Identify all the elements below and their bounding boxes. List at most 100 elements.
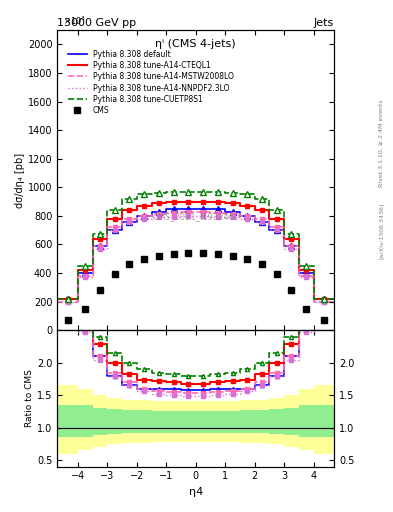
Pythia 8.308 tune-A14-NNPDF2.3LO <box>75 299 80 305</box>
Pythia 8.308 tune-A14-CTEQL1 <box>90 267 95 273</box>
Pythia 8.308 tune-A14-CTEQL1 <box>332 295 336 302</box>
Pythia 8.308 tune-A14-NNPDF2.3LO <box>105 246 110 252</box>
Pythia 8.308 tune-A14-CTEQL1 <box>149 203 154 209</box>
Pythia 8.308 tune-A14-MSTW2008LO <box>296 273 301 279</box>
Pythia 8.308 tune-A14-MSTW2008LO <box>149 213 154 219</box>
Pythia 8.308 tune-A14-MSTW2008LO <box>267 224 272 230</box>
Pythia 8.308 default <box>208 206 213 212</box>
Pythia 8.308 tune-A14-NNPDF2.3LO <box>149 214 154 220</box>
Pythia 8.308 tune-CUETP8S1 <box>311 295 316 302</box>
Pythia 8.308 tune-CUETP8S1 <box>149 190 154 196</box>
Pythia 8.308 tune-A14-CTEQL1 <box>75 295 80 302</box>
Pythia 8.308 tune-A14-MSTW2008LO <box>55 298 60 305</box>
Pythia 8.308 tune-A14-CTEQL1 <box>134 203 139 209</box>
Pythia 8.308 tune-CUETP8S1 <box>75 263 80 269</box>
CMS <box>112 271 117 278</box>
Pythia 8.308 tune-A14-MSTW2008LO <box>311 298 316 305</box>
Pythia 8.308 tune-A14-CTEQL1 <box>149 200 154 206</box>
Pythia 8.308 tune-CUETP8S1 <box>120 207 125 213</box>
Pythia 8.308 tune-A14-CTEQL1 <box>237 203 242 209</box>
Pythia 8.308 tune-A14-NNPDF2.3LO <box>105 227 110 233</box>
Pythia 8.308 tune-CUETP8S1 <box>296 263 301 269</box>
X-axis label: η4: η4 <box>189 487 203 497</box>
Pythia 8.308 default <box>252 213 257 219</box>
Pythia 8.308 default <box>237 213 242 219</box>
Pythia 8.308 tune-CUETP8S1 <box>55 295 60 302</box>
Pythia 8.308 tune-A14-NNPDF2.3LO <box>252 216 257 222</box>
Pythia 8.308 tune-A14-MSTW2008LO <box>267 216 272 222</box>
Pythia 8.308 tune-CUETP8S1 <box>179 189 184 196</box>
Pythia 8.308 default <box>311 270 316 276</box>
Pythia 8.308 tune-A14-CTEQL1 <box>282 236 286 242</box>
Pythia 8.308 tune-A14-CTEQL1 <box>223 199 228 205</box>
Y-axis label: Ratio to CMS: Ratio to CMS <box>25 370 34 428</box>
Pythia 8.308 default <box>120 227 125 233</box>
Pythia 8.308 tune-A14-NNPDF2.3LO <box>179 214 184 220</box>
Pythia 8.308 tune-A14-CTEQL1 <box>208 199 213 205</box>
Pythia 8.308 tune-A14-CTEQL1 <box>75 267 80 273</box>
Pythia 8.308 tune-A14-NNPDF2.3LO <box>164 214 169 220</box>
Pythia 8.308 tune-A14-MSTW2008LO <box>120 224 125 230</box>
Pythia 8.308 tune-CUETP8S1 <box>179 188 184 195</box>
Pythia 8.308 tune-CUETP8S1 <box>282 207 286 213</box>
Pythia 8.308 tune-A14-NNPDF2.3LO <box>332 299 336 305</box>
Pythia 8.308 default <box>90 243 95 249</box>
Pythia 8.308 tune-CUETP8S1 <box>296 231 301 238</box>
Pythia 8.308 tune-A14-NNPDF2.3LO <box>237 214 242 220</box>
Pythia 8.308 tune-A14-CTEQL1 <box>134 207 139 213</box>
Pythia 8.308 default <box>105 227 110 233</box>
Text: Rivet 3.1.10, ≥ 2.4M events: Rivet 3.1.10, ≥ 2.4M events <box>379 99 384 187</box>
Pythia 8.308 tune-A14-MSTW2008LO <box>179 210 184 216</box>
Pythia 8.308 default <box>105 243 110 249</box>
Pythia 8.308 tune-CUETP8S1 <box>90 231 95 238</box>
Pythia 8.308 tune-CUETP8S1 <box>164 190 169 196</box>
Pythia 8.308 default <box>282 243 286 249</box>
Line: Pythia 8.308 tune-CUETP8S1: Pythia 8.308 tune-CUETP8S1 <box>57 191 334 298</box>
Pythia 8.308 default <box>282 227 286 233</box>
Pythia 8.308 tune-A14-MSTW2008LO <box>296 243 301 249</box>
Pythia 8.308 default <box>252 219 257 225</box>
Pythia 8.308 tune-A14-NNPDF2.3LO <box>90 246 95 252</box>
Pythia 8.308 tune-A14-MSTW2008LO <box>164 210 169 216</box>
Pythia 8.308 tune-A14-MSTW2008LO <box>223 210 228 216</box>
CMS <box>97 287 102 293</box>
Pythia 8.308 tune-A14-CTEQL1 <box>296 236 301 242</box>
CMS <box>156 253 161 259</box>
Text: [arXiv:1306.3436]: [arXiv:1306.3436] <box>379 202 384 259</box>
Pythia 8.308 tune-CUETP8S1 <box>237 190 242 196</box>
Pythia 8.308 tune-A14-MSTW2008LO <box>90 273 95 279</box>
Pythia 8.308 default <box>149 208 154 215</box>
Pythia 8.308 tune-A14-CTEQL1 <box>252 207 257 213</box>
CMS <box>201 250 206 256</box>
CMS <box>142 255 147 262</box>
Pythia 8.308 tune-CUETP8S1 <box>90 263 95 269</box>
Pythia 8.308 tune-CUETP8S1 <box>237 191 242 198</box>
Pythia 8.308 tune-CUETP8S1 <box>311 263 316 269</box>
CMS <box>65 317 70 323</box>
Pythia 8.308 tune-A14-MSTW2008LO <box>282 224 286 230</box>
Pythia 8.308 default <box>164 206 169 212</box>
Pythia 8.308 default <box>179 206 184 212</box>
Pythia 8.308 default <box>149 213 154 219</box>
Pythia 8.308 tune-A14-MSTW2008LO <box>105 243 110 249</box>
Pythia 8.308 default <box>237 208 242 215</box>
Text: 13000 GeV pp: 13000 GeV pp <box>57 18 136 28</box>
CMS <box>230 253 235 259</box>
Pythia 8.308 tune-A14-MSTW2008LO <box>134 213 139 219</box>
CMS <box>127 262 132 268</box>
Pythia 8.308 tune-A14-NNPDF2.3LO <box>223 214 228 220</box>
Pythia 8.308 tune-CUETP8S1 <box>223 190 228 196</box>
Pythia 8.308 tune-CUETP8S1 <box>332 295 336 302</box>
Pythia 8.308 tune-A14-CTEQL1 <box>90 236 95 242</box>
Pythia 8.308 tune-A14-NNPDF2.3LO <box>208 213 213 219</box>
Pythia 8.308 tune-A14-MSTW2008LO <box>237 210 242 217</box>
Pythia 8.308 default <box>120 219 125 225</box>
Pythia 8.308 tune-A14-NNPDF2.3LO <box>296 246 301 252</box>
Legend: Pythia 8.308 default, Pythia 8.308 tune-A14-CTEQL1, Pythia 8.308 tune-A14-MSTW20: Pythia 8.308 default, Pythia 8.308 tune-… <box>64 46 238 119</box>
Pythia 8.308 tune-A14-MSTW2008LO <box>208 210 213 216</box>
Pythia 8.308 tune-A14-CTEQL1 <box>267 207 272 213</box>
Pythia 8.308 tune-A14-NNPDF2.3LO <box>164 214 169 220</box>
Pythia 8.308 tune-A14-NNPDF2.3LO <box>55 299 60 305</box>
Pythia 8.308 tune-CUETP8S1 <box>120 196 125 202</box>
Pythia 8.308 tune-A14-MSTW2008LO <box>223 210 228 217</box>
